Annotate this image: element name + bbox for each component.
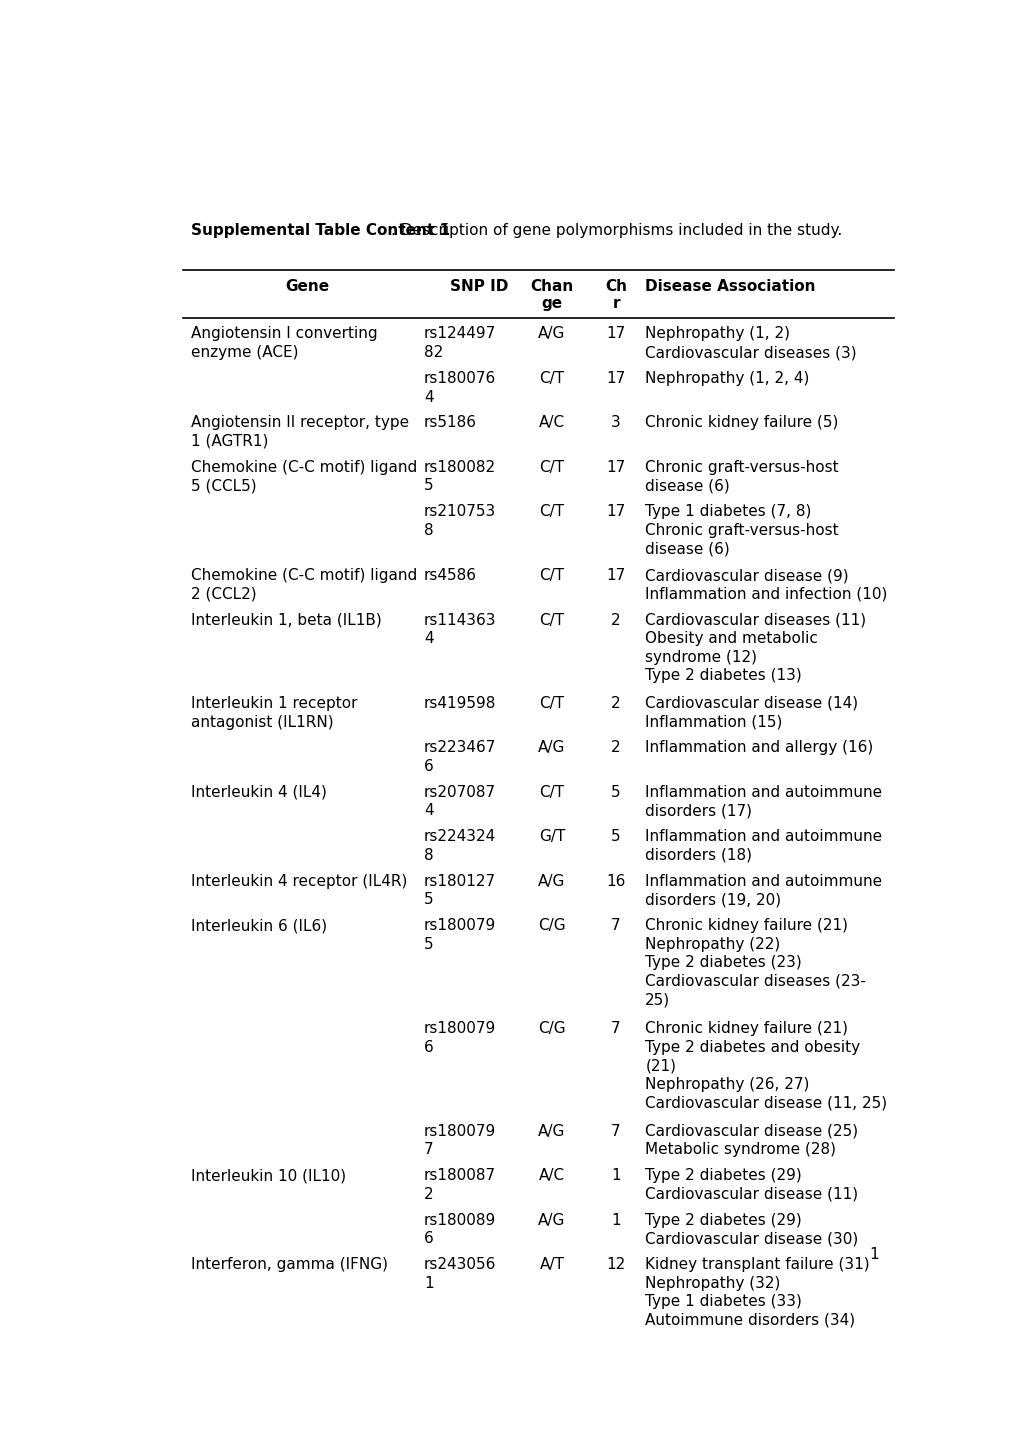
Text: Inflammation and autoimmune
disorders (19, 20): Inflammation and autoimmune disorders (1… [645,873,881,908]
Text: 3: 3 [610,416,621,430]
Text: rs223467
6: rs223467 6 [424,740,496,773]
Text: Chronic kidney failure (21)
Type 2 diabetes and obesity
(21)
Nephropathy (26, 27: Chronic kidney failure (21) Type 2 diabe… [645,1022,887,1110]
Text: A/G: A/G [538,740,566,755]
Text: Kidney transplant failure (31)
Nephropathy (32)
Type 1 diabetes (33)
Autoimmune : Kidney transplant failure (31) Nephropat… [645,1257,869,1328]
Text: Chemokine (C-C motif) ligand
2 (CCL2): Chemokine (C-C motif) ligand 2 (CCL2) [191,569,417,602]
Text: 2: 2 [610,740,621,755]
Text: rs180079
7: rs180079 7 [424,1124,495,1157]
Text: . Description of gene polymorphisms included in the study.: . Description of gene polymorphisms incl… [391,224,842,238]
Text: rs180079
5: rs180079 5 [424,918,495,952]
Text: Cardiovascular diseases (11)
Obesity and metabolic
syndrome (12)
Type 2 diabetes: Cardiovascular diseases (11) Obesity and… [645,613,865,684]
Text: A/G: A/G [538,326,566,342]
Text: 7: 7 [610,918,621,934]
Text: Type 2 diabetes (29)
Cardiovascular disease (11): Type 2 diabetes (29) Cardiovascular dise… [645,1169,858,1202]
Text: rs114363
4: rs114363 4 [424,613,496,646]
Text: 2: 2 [610,613,621,628]
Text: rs180127
5: rs180127 5 [424,873,495,908]
Text: C/T: C/T [539,785,564,799]
Text: A/G: A/G [538,1124,566,1139]
Text: C/G: C/G [538,1022,566,1036]
Text: rs5186: rs5186 [424,416,477,430]
Text: C/T: C/T [539,696,564,711]
Text: Cardiovascular disease (25)
Metabolic syndrome (28): Cardiovascular disease (25) Metabolic sy… [645,1124,858,1157]
Text: C/T: C/T [539,371,564,385]
Text: rs180079
6: rs180079 6 [424,1022,495,1055]
Text: 5: 5 [610,830,621,844]
Text: C/T: C/T [539,460,564,475]
Text: A/G: A/G [538,1212,566,1228]
Text: Cardiovascular disease (9)
Inflammation and infection (10): Cardiovascular disease (9) Inflammation … [645,569,887,602]
Text: Chronic graft-versus-host
disease (6): Chronic graft-versus-host disease (6) [645,460,838,494]
Text: Inflammation and allergy (16): Inflammation and allergy (16) [645,740,872,755]
Text: G/T: G/T [538,830,565,844]
Text: Cardiovascular disease (14)
Inflammation (15): Cardiovascular disease (14) Inflammation… [645,696,858,730]
Text: 7: 7 [610,1124,621,1139]
Text: Chan
ge: Chan ge [530,278,573,312]
Text: Angiotensin I converting
enzyme (ACE): Angiotensin I converting enzyme (ACE) [191,326,377,361]
Text: 17: 17 [606,569,625,583]
Text: Gene: Gene [285,278,329,294]
Text: rs180082
5: rs180082 5 [424,460,495,494]
Text: Ch
r: Ch r [604,278,627,312]
Text: A/T: A/T [539,1257,564,1273]
Text: Nephropathy (1, 2, 4): Nephropathy (1, 2, 4) [645,371,809,385]
Text: SNP ID: SNP ID [449,278,507,294]
Text: C/T: C/T [539,504,564,519]
Text: 16: 16 [605,873,625,889]
Text: rs124497
82: rs124497 82 [424,326,495,361]
Text: 17: 17 [606,460,625,475]
Text: Interleukin 1 receptor
antagonist (IL1RN): Interleukin 1 receptor antagonist (IL1RN… [191,696,357,730]
Text: rs243056
1: rs243056 1 [424,1257,496,1290]
Text: rs210753
8: rs210753 8 [424,504,495,538]
Text: Disease Association: Disease Association [645,278,815,294]
Text: Interleukin 1, beta (IL1B): Interleukin 1, beta (IL1B) [191,613,381,628]
Text: C/T: C/T [539,613,564,628]
Text: rs180087
2: rs180087 2 [424,1169,495,1202]
Text: A/C: A/C [538,416,565,430]
Text: C/G: C/G [538,918,566,934]
Text: C/T: C/T [539,569,564,583]
Text: 17: 17 [606,504,625,519]
Text: rs419598: rs419598 [424,696,496,711]
Text: Chronic kidney failure (21)
Nephropathy (22)
Type 2 diabetes (23)
Cardiovascular: Chronic kidney failure (21) Nephropathy … [645,918,865,1007]
Text: Interferon, gamma (IFNG): Interferon, gamma (IFNG) [191,1257,387,1273]
Text: 17: 17 [606,326,625,342]
Text: 2: 2 [610,696,621,711]
Text: 1: 1 [610,1212,621,1228]
Text: Supplemental Table Content 1: Supplemental Table Content 1 [191,224,449,238]
Text: Type 1 diabetes (7, 8)
Chronic graft-versus-host
disease (6): Type 1 diabetes (7, 8) Chronic graft-ver… [645,504,838,557]
Text: Interleukin 4 (IL4): Interleukin 4 (IL4) [191,785,326,799]
Text: Type 2 diabetes (29)
Cardiovascular disease (30): Type 2 diabetes (29) Cardiovascular dise… [645,1212,858,1247]
Text: 5: 5 [610,785,621,799]
Text: rs180076
4: rs180076 4 [424,371,495,404]
Text: Interleukin 4 receptor (IL4R): Interleukin 4 receptor (IL4R) [191,873,407,889]
Text: Angiotensin II receptor, type
1 (AGTR1): Angiotensin II receptor, type 1 (AGTR1) [191,416,409,449]
Text: Interleukin 6 (IL6): Interleukin 6 (IL6) [191,918,326,934]
Text: 17: 17 [606,371,625,385]
Text: rs224324
8: rs224324 8 [424,830,495,863]
Text: 1: 1 [610,1169,621,1183]
Text: 12: 12 [606,1257,625,1273]
Text: Interleukin 10 (IL10): Interleukin 10 (IL10) [191,1169,345,1183]
Text: Inflammation and autoimmune
disorders (17): Inflammation and autoimmune disorders (1… [645,785,881,818]
Text: Chemokine (C-C motif) ligand
5 (CCL5): Chemokine (C-C motif) ligand 5 (CCL5) [191,460,417,494]
Text: rs180089
6: rs180089 6 [424,1212,495,1247]
Text: rs4586: rs4586 [424,569,477,583]
Text: A/G: A/G [538,873,566,889]
Text: 1: 1 [868,1247,877,1263]
Text: Chronic kidney failure (5): Chronic kidney failure (5) [645,416,838,430]
Text: rs207087
4: rs207087 4 [424,785,495,818]
Text: Inflammation and autoimmune
disorders (18): Inflammation and autoimmune disorders (1… [645,830,881,863]
Text: Nephropathy (1, 2)
Cardiovascular diseases (3): Nephropathy (1, 2) Cardiovascular diseas… [645,326,856,361]
Text: A/C: A/C [538,1169,565,1183]
Text: 7: 7 [610,1022,621,1036]
